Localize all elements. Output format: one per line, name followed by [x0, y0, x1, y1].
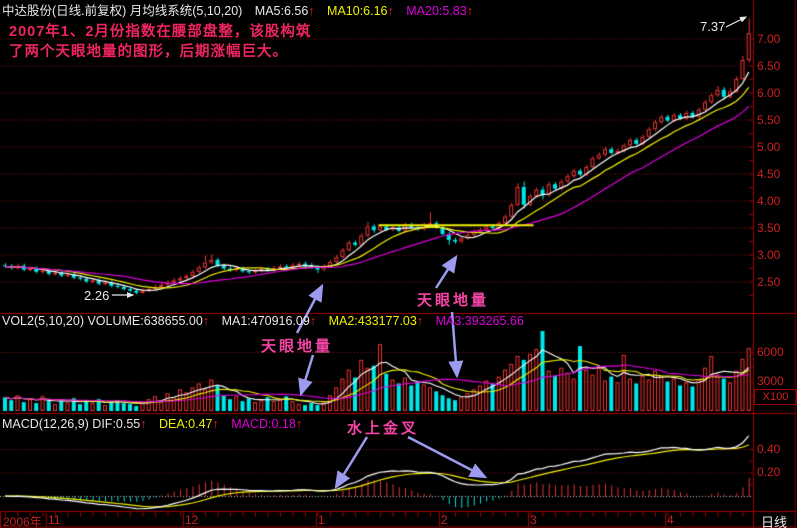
macd-tick-label: 0.40 — [757, 442, 781, 456]
macd-dea-value: DEA:0.47 — [158, 417, 213, 431]
volume-value: VOL2(5,10,20) VOLUME:638655.00 — [2, 314, 203, 328]
macd-dif-value: MACD(12,26,9) DIF:0.55 — [2, 417, 141, 431]
price-tick-label: 4.50 — [757, 166, 781, 181]
up-arrow-icon: ↑ — [309, 314, 317, 328]
stock-title: 中达股份(日线.前复权) 月均线系统(5,10,20) — [2, 4, 243, 18]
up-arrow-icon: ↑ — [308, 4, 315, 18]
period-label: 日线 — [761, 515, 788, 528]
price-tick-label: 6.00 — [757, 85, 781, 100]
volume-tick-label: 6000 — [757, 345, 784, 359]
price-tick-label: 2.50 — [757, 274, 781, 289]
up-arrow-icon: ↑ — [387, 4, 394, 18]
price-tick-label: 7.00 — [757, 31, 781, 46]
time-label: 12 — [185, 513, 199, 527]
macd-value: MACD:0.18 — [231, 417, 296, 431]
volume-ma3-value: MA3:393265.66 — [435, 314, 524, 328]
ma10-value: MA10:6.16 — [327, 4, 388, 18]
price-tick-label: 6.50 — [757, 58, 781, 73]
ma20-value: MA20:5.83 — [406, 4, 467, 18]
price-tick-label: 4.00 — [757, 193, 781, 208]
volume-ma2-value: MA2:433177.03 — [328, 314, 417, 328]
commentary-line-1: 2007年1、2月份指数在腰部盘整，该股构筑 — [9, 24, 312, 40]
up-arrow-icon: ↑ — [295, 417, 303, 431]
low-price-label: 2.26 — [84, 288, 110, 303]
time-label: 2 — [441, 513, 448, 527]
time-label: 1 — [318, 513, 325, 527]
up-arrow-icon: ↑ — [466, 4, 473, 18]
sky-eye-label-2: 天眼地量 — [417, 292, 490, 309]
peak-price-label: 7.37 — [700, 19, 726, 34]
price-tick-label: 5.50 — [757, 112, 781, 127]
up-arrow-icon: ↑ — [416, 314, 424, 328]
volume-ma1-value: MA1:470916.09 — [221, 314, 310, 328]
volume-tick-label: 3000 — [757, 374, 784, 388]
price-tick-label: 3.00 — [757, 247, 781, 262]
time-label: 2006年 — [3, 515, 42, 528]
macd-indicator-header: MACD(12,26,9) DIF:0.55↑ DEA:0.47↑ MACD:0… — [2, 417, 302, 431]
price-indicator-header: 中达股份(日线.前复权) 月均线系统(5,10,20) MA5:6.56↑ MA… — [2, 0, 473, 19]
up-arrow-icon: ↑ — [140, 417, 147, 431]
golden-cross-label: 水上金叉 — [347, 420, 420, 437]
price-tick-label: 5.00 — [757, 139, 781, 154]
sky-eye-label-1: 天眼地量 — [261, 338, 334, 355]
time-label: 3 — [530, 513, 537, 527]
time-label: 4 — [667, 513, 674, 527]
volume-unit-badge: X100 — [754, 389, 797, 405]
volume-indicator-header: VOL2(5,10,20) VOLUME:638655.00↑ MA1:4709… — [2, 314, 524, 328]
price-tick-label: 3.50 — [757, 220, 781, 235]
commentary-note: 2007年1、2月份指数在腰部盘整，该股构筑 了两个天眼地量的图形，后期涨幅巨大… — [9, 22, 311, 62]
commentary-line-2: 了两个天眼地量的图形，后期涨幅巨大。 — [9, 44, 288, 60]
macd-tick-label: 0.20 — [757, 465, 781, 479]
ma5-value: MA5:6.56 — [254, 4, 309, 18]
time-label: 11 — [48, 513, 61, 527]
up-arrow-icon: ↑ — [202, 314, 210, 328]
up-arrow-icon: ↑ — [212, 417, 219, 431]
